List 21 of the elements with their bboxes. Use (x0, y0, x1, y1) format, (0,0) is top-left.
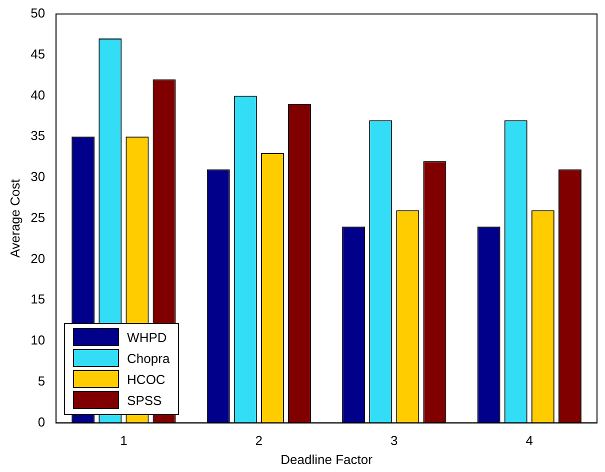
x-tick-label: 1 (120, 433, 128, 448)
y-tick-label: 30 (30, 169, 46, 184)
y-tick-label: 10 (30, 332, 46, 348)
legend-label: SPSS (126, 392, 163, 410)
y-tick-label: 25 (30, 210, 46, 225)
y-tick-label: 15 (30, 292, 46, 307)
y-tick-label: 40 (30, 87, 46, 102)
y-tick-label: 45 (30, 46, 46, 62)
y-axis-title: Average Cost (7, 178, 22, 258)
y-tick-label: 20 (30, 250, 46, 266)
x-tick-label: 3 (390, 433, 398, 448)
x-tick-label: 2 (255, 433, 263, 448)
y-tick-label: 5 (38, 374, 46, 388)
x-tick-label: 4 (526, 433, 533, 448)
legend-label: WHPD (126, 328, 168, 347)
x-axis-title: Deadline Factor (280, 452, 374, 467)
y-tick-label: 35 (30, 128, 46, 144)
y-tick-label: 50 (30, 6, 46, 21)
legend-label: Chopra (126, 350, 170, 368)
y-tick-label: 0 (38, 414, 46, 430)
legend-label: HCOC (126, 370, 166, 389)
